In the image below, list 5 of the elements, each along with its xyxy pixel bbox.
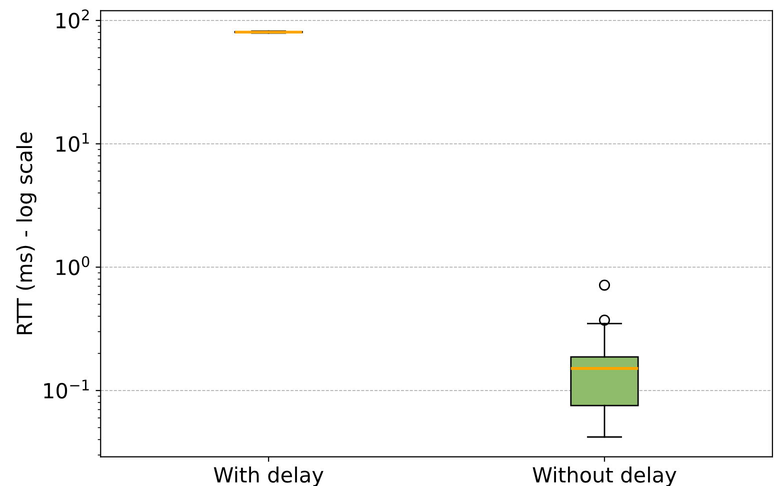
y-axis-title: RTT (ms) - log scale	[16, 132, 36, 334]
y-tick-label: 10$^{0}$	[56, 256, 90, 276]
y-tick-label: 10$^{2}$	[56, 9, 89, 29]
y-tick-label: 10$^{−1}$	[44, 380, 89, 399]
y-tick-label: 10$^{1}$	[56, 132, 89, 152]
